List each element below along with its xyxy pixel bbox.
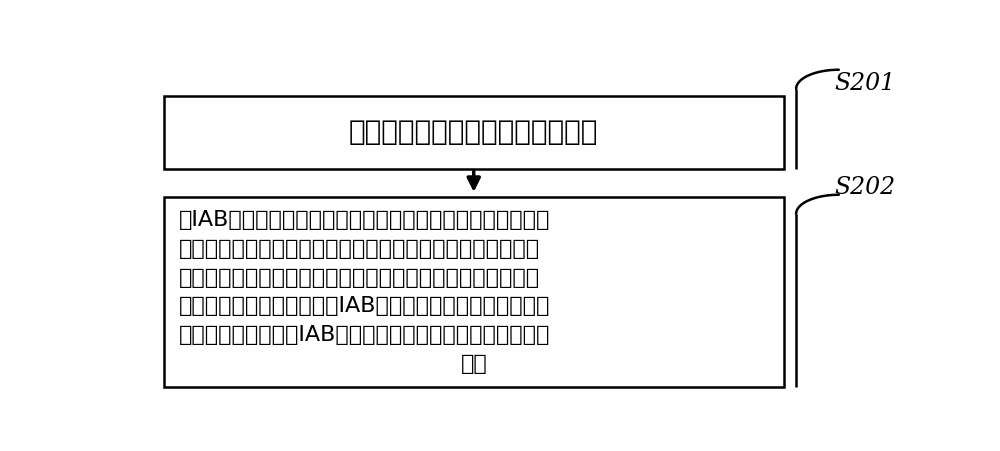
FancyBboxPatch shape [164,96,784,169]
Text: 当IAB节点的终端功能实体上行发送链路、终端功能实体下行: 当IAB节点的终端功能实体上行发送链路、终端功能实体下行 [179,210,551,230]
Text: 相同时域资源上发送由所述IAB节点的终端功能实体发送的上: 相同时域资源上发送由所述IAB节点的终端功能实体发送的上 [179,296,551,317]
Text: 行物理信号和由所述IAB节点的基站功能实体发送的下行物理: 行物理信号和由所述IAB节点的基站功能实体发送的下行物理 [179,325,551,345]
Text: 接收链路、基站功能实体下行发送链路、基站功能实体上行接: 接收链路、基站功能实体下行发送链路、基站功能实体上行接 [179,239,540,259]
Text: 信号: 信号 [460,354,487,374]
Text: S202: S202 [834,176,895,199]
FancyBboxPatch shape [164,197,784,387]
Text: 收链路进行同时同频的全双工传输时，根据获取的配置参数在: 收链路进行同时同频的全双工传输时，根据获取的配置参数在 [179,267,540,288]
Text: S201: S201 [834,72,895,95]
Text: 获取用于发送物理信号的配置参数: 获取用于发送物理信号的配置参数 [349,118,598,146]
